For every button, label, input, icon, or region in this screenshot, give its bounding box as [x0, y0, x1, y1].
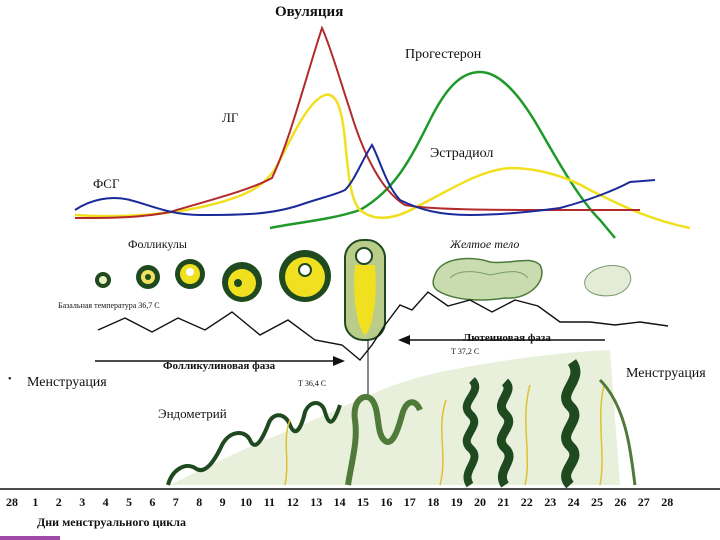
follicle-4-icon	[222, 262, 262, 302]
menstruation-left-label: Менструация	[27, 375, 107, 390]
day-axis-ticks: 28 1 2 3 4 5 6 7 8 9 10 11 12 13 14 15 16 17 18 19 20 21 22 23 2…	[6, 495, 673, 509]
ovulating-follicle-icon	[344, 239, 386, 341]
follicle-1-icon	[95, 272, 111, 288]
day-tick-label: 28	[6, 495, 18, 509]
day-tick-label: 28	[661, 495, 673, 509]
basal-temp-label: Базальная температура 36,7 С	[58, 301, 160, 310]
temp-high-label: Т 37,2 С	[451, 347, 479, 356]
day-tick-label: 17	[404, 495, 416, 509]
footer-accent-bar	[0, 536, 60, 540]
follicles-label: Фолликулы	[128, 237, 187, 251]
endometrium-vessel-4	[599, 384, 605, 486]
day-tick-label: 22	[521, 495, 533, 509]
endometrium-label: Эндометрий	[158, 406, 227, 421]
day-tick-label: 27	[638, 495, 650, 509]
day-tick-label: 5	[126, 495, 132, 509]
menstruation-right-label: Менструация	[626, 366, 706, 381]
endometrium-layer	[166, 350, 637, 489]
day-tick-label: 18	[427, 495, 439, 509]
luteal-phase-label: Лютеиновая фаза	[463, 332, 551, 344]
day-tick-label: 14	[334, 495, 346, 509]
day-tick-label: 7	[173, 495, 179, 509]
day-tick-label: 24	[568, 495, 580, 509]
day-tick-label: 4	[103, 495, 109, 509]
follicle-stages	[95, 239, 632, 341]
day-tick-label: 26	[614, 495, 626, 509]
follicle-5-icon	[279, 250, 331, 302]
day-tick-label: 12	[287, 495, 299, 509]
day-tick-label: 23	[544, 495, 556, 509]
corpus-luteum-label: Желтое тело	[449, 237, 519, 251]
arrow-icon	[333, 356, 345, 366]
endometrium-vessel-3	[524, 384, 531, 486]
day-tick-label: 6	[149, 495, 155, 509]
follicular-phase-arrow	[95, 356, 345, 366]
ovulation-label: Овуляция	[275, 4, 343, 20]
day-tick-label: 20	[474, 495, 486, 509]
fsh-label: ФСГ	[93, 176, 120, 191]
day-tick-label: 15	[357, 495, 369, 509]
axis-title: Дни менструального цикла	[37, 515, 186, 529]
day-tick-label: 11	[264, 495, 275, 509]
endometrium-vessel-2	[439, 399, 447, 486]
endometrium-glands-left	[166, 401, 342, 486]
follicular-phase-label: Фолликулиновая фаза	[163, 360, 276, 372]
regressing-corpus-icon	[584, 265, 632, 297]
corpus-luteum-icon	[432, 257, 543, 301]
endometrium-glands-mid	[345, 393, 423, 486]
day-tick-label: 9	[220, 495, 226, 509]
endometrium-spiral-2	[496, 378, 514, 488]
day-tick-label: 19	[451, 495, 463, 509]
lh-curve	[74, 25, 640, 219]
day-tick-label: 10	[240, 495, 252, 509]
day-tick-label: 1	[32, 495, 38, 509]
follicle-3-icon	[175, 259, 205, 289]
day-tick-label: 16	[380, 495, 392, 509]
estradiol-label: Эстрадиол	[430, 146, 493, 161]
progesterone-curve	[269, 70, 616, 239]
hormone-curves	[74, 25, 691, 239]
day-tick-label: 2	[56, 495, 62, 509]
day-tick-label: 8	[196, 495, 202, 509]
lh-label: ЛГ	[222, 110, 239, 125]
day-tick-label: 21	[497, 495, 509, 509]
arrow-icon	[398, 335, 410, 345]
day-tick-label: 25	[591, 495, 603, 509]
estradiol-curve	[74, 93, 691, 230]
temp-low-label: Т 36,4 С	[298, 379, 326, 388]
day-tick-label: 3	[79, 495, 85, 509]
endometrium-shedding	[598, 378, 637, 486]
fsh-curve	[74, 143, 656, 217]
basal-temp-curve	[97, 291, 669, 361]
endometrium-vessel-1	[284, 419, 291, 486]
bullet-mark: •	[8, 374, 12, 385]
follicle-2-icon	[136, 265, 160, 289]
day-tick-label: 13	[310, 495, 322, 509]
endometrium-spiral-3	[561, 359, 581, 489]
luteal-phase-arrow	[398, 335, 605, 345]
endometrium-spiral-1	[462, 377, 480, 488]
progesterone-label: Прогестерон	[405, 47, 482, 62]
